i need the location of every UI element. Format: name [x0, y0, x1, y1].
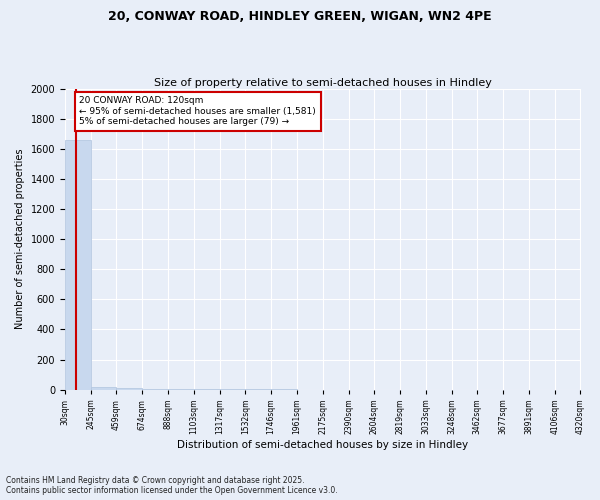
Text: 20 CONWAY ROAD: 120sqm
← 95% of semi-detached houses are smaller (1,581)
5% of s: 20 CONWAY ROAD: 120sqm ← 95% of semi-det… [79, 96, 316, 126]
Text: 20, CONWAY ROAD, HINDLEY GREEN, WIGAN, WN2 4PE: 20, CONWAY ROAD, HINDLEY GREEN, WIGAN, W… [108, 10, 492, 23]
Title: Size of property relative to semi-detached houses in Hindley: Size of property relative to semi-detach… [154, 78, 491, 88]
Bar [91, 388, 116, 390]
X-axis label: Distribution of semi-detached houses by size in Hindley: Distribution of semi-detached houses by … [177, 440, 468, 450]
Bar [116, 388, 142, 390]
Bar [65, 140, 91, 390]
Y-axis label: Number of semi-detached properties: Number of semi-detached properties [15, 149, 25, 330]
Text: Contains HM Land Registry data © Crown copyright and database right 2025.
Contai: Contains HM Land Registry data © Crown c… [6, 476, 338, 495]
